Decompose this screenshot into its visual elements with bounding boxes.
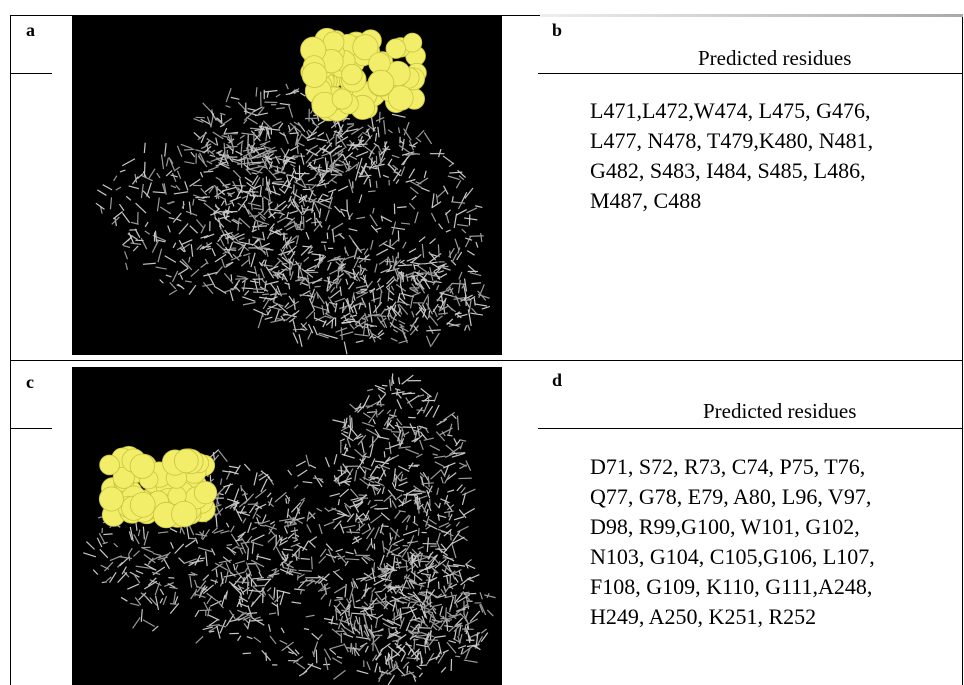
table-border <box>962 15 963 685</box>
predicted-site-spheres <box>98 446 218 529</box>
residue-line: L471,L472,W474, L475, G476, <box>590 98 871 123</box>
residue-line: D71, S72, R73, C74, P75, T76, <box>590 454 866 479</box>
panel-label: d <box>552 370 563 390</box>
residue-line: Q77, G78, E79, A80, L96, V97, <box>590 484 872 509</box>
heading-rule <box>538 428 963 429</box>
backbone-wireframe <box>83 373 496 685</box>
heading-rule <box>538 73 963 74</box>
residue-line: M487, C488 <box>590 188 702 213</box>
row-divider <box>10 360 963 361</box>
residue-line: G482, S483, I484, S485, L486, <box>590 158 866 183</box>
protein-structure-image <box>72 15 502 355</box>
panel-label: b <box>552 20 563 40</box>
table-border <box>10 15 11 685</box>
protein-structure-image <box>72 367 502 685</box>
panel-label: c <box>26 372 34 392</box>
label-rule <box>10 73 52 74</box>
residue-list: D71, S72, R73, C74, P75, T76, Q77, G78, E… <box>590 452 875 632</box>
residue-list: L471,L472,W474, L475, G476, L477, N478, T… <box>590 96 873 216</box>
backbone-wireframe <box>95 78 491 355</box>
table-border <box>540 14 963 17</box>
residue-line: N103, G104, C105,G106, L107, <box>590 544 875 569</box>
residue-line: D98, R99,G100, W101, G102, <box>590 514 860 539</box>
column-heading: Predicted residues <box>703 399 857 423</box>
residue-line: H249, A250, K251, R252 <box>590 604 817 629</box>
label-rule <box>10 428 52 429</box>
residue-line: L477, N478, T479,K480, N481, <box>590 128 874 153</box>
panel-label: a <box>26 20 35 40</box>
predicted-site-spheres <box>300 27 427 122</box>
column-heading: Predicted residues <box>698 46 852 70</box>
residue-line: F108, G109, K110, G111,A248, <box>590 574 873 599</box>
